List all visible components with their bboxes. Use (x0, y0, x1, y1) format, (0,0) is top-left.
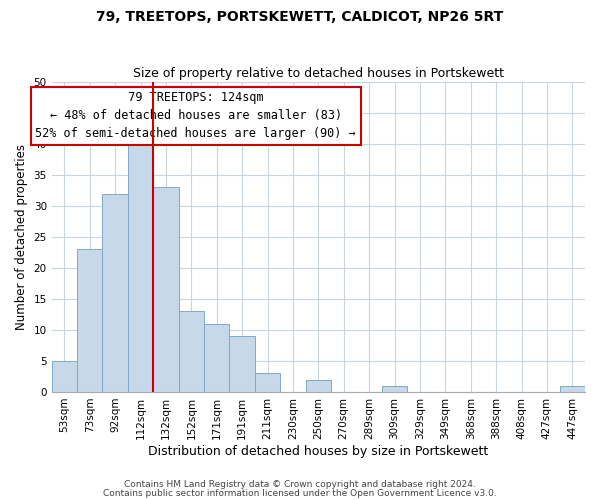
Y-axis label: Number of detached properties: Number of detached properties (15, 144, 28, 330)
Bar (103, 194, 128, 392)
Bar (229, 336, 255, 392)
Bar (179, 312, 204, 392)
X-axis label: Distribution of detached houses by size in Portskewett: Distribution of detached houses by size … (148, 444, 488, 458)
Text: 79 TREETOPS: 124sqm  
← 48% of detached houses are smaller (83)
52% of semi-deta: 79 TREETOPS: 124sqm ← 48% of detached ho… (35, 92, 356, 140)
Text: Contains HM Land Registry data © Crown copyright and database right 2024.: Contains HM Land Registry data © Crown c… (124, 480, 476, 489)
Text: Contains public sector information licensed under the Open Government Licence v3: Contains public sector information licen… (103, 489, 497, 498)
Bar (153, 188, 179, 392)
Bar (560, 386, 585, 392)
Title: Size of property relative to detached houses in Portskewett: Size of property relative to detached ho… (133, 66, 504, 80)
Bar (128, 138, 153, 392)
Bar (255, 374, 280, 392)
Bar (52, 361, 77, 392)
Bar (77, 250, 103, 392)
Bar (382, 386, 407, 392)
Bar (204, 324, 229, 392)
Bar (305, 380, 331, 392)
Text: 79, TREETOPS, PORTSKEWETT, CALDICOT, NP26 5RT: 79, TREETOPS, PORTSKEWETT, CALDICOT, NP2… (97, 10, 503, 24)
